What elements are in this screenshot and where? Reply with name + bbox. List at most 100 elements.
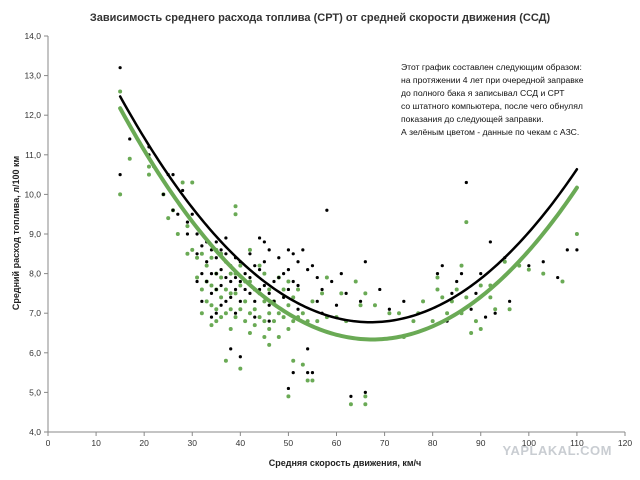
green-data-point (502, 259, 507, 264)
green-data-point (219, 275, 224, 280)
green-data-point (363, 291, 368, 296)
black-data-point (248, 275, 252, 280)
green-data-point (247, 331, 252, 335)
black-data-point (286, 268, 291, 272)
black-data-point (161, 192, 165, 196)
black-data-point (181, 188, 185, 193)
green-data-point (445, 311, 450, 316)
green-data-point (195, 275, 200, 280)
black-data-point (291, 371, 295, 375)
black-data-point (219, 248, 223, 252)
green-data-point (238, 366, 243, 371)
black-data-point (306, 268, 310, 272)
black-data-point (238, 279, 242, 284)
green-data-point (223, 311, 228, 316)
green-data-point (146, 172, 151, 177)
black-data-point (118, 173, 122, 177)
y-tick-label: 12,0 (24, 110, 41, 120)
black-data-point (387, 307, 391, 311)
green-data-point (440, 295, 445, 300)
black-data-point (464, 180, 468, 185)
black-data-point (508, 299, 512, 303)
green-data-point (204, 263, 209, 268)
green-data-point (233, 315, 238, 320)
trendlines (118, 95, 579, 342)
green-data-point (363, 402, 368, 407)
green-data-point (281, 287, 286, 292)
green-data-point (324, 275, 329, 280)
black-data-point (277, 275, 281, 280)
green-data-point (305, 378, 310, 383)
black-data-point (330, 279, 334, 284)
y-tick-label: 7,0 (29, 308, 41, 318)
green-data-point (209, 283, 214, 288)
green-data-point (339, 291, 344, 296)
green-data-point (267, 327, 272, 332)
y-tick-label: 5,0 (29, 387, 41, 397)
black-data-point (320, 287, 324, 292)
black-data-point (286, 386, 291, 391)
green-data-point (228, 327, 233, 332)
green-data-point (469, 331, 474, 335)
black-data-point (238, 299, 242, 303)
x-tick-label: 30 (188, 438, 198, 448)
black-data-point (224, 252, 228, 256)
green-data-point (214, 307, 219, 312)
green-data-point (228, 291, 233, 296)
black-data-point (257, 268, 262, 272)
black-data-point (253, 299, 257, 303)
black-data-point (301, 248, 305, 252)
black-data-point (219, 283, 223, 288)
black-data-point (474, 291, 478, 295)
green-data-point (560, 279, 565, 284)
y-tick-label: 4,0 (29, 427, 41, 437)
black-data-point (286, 287, 291, 292)
green-data-point (257, 263, 262, 268)
black-data-point (565, 248, 569, 252)
green-data-point (262, 271, 267, 276)
green-data-point (233, 212, 238, 217)
green-data-point (219, 295, 224, 300)
green-data-point (291, 295, 296, 300)
black-data-point (325, 208, 329, 212)
black-data-point (286, 248, 291, 252)
black-data-point (358, 299, 363, 303)
black-trendline (118, 95, 579, 324)
green-data-point (204, 299, 209, 304)
black-data-point (291, 279, 295, 284)
x-axis-label: Средняя скорость движения, км/ч (269, 458, 422, 468)
black-data-point (459, 272, 464, 276)
green-data-point (223, 287, 228, 292)
black-data-point (219, 268, 223, 272)
green-data-point (300, 362, 305, 367)
green-data-point (209, 323, 214, 328)
green-data-point (190, 247, 195, 252)
black-data-point (243, 287, 247, 292)
black-data-point (479, 272, 483, 276)
black-data-point (378, 287, 382, 292)
black-data-point (190, 212, 194, 216)
green-data-point (478, 283, 483, 288)
black-data-point (262, 240, 266, 244)
annotation-line: показания до следующей заправки. (401, 114, 544, 124)
green-data-point (185, 224, 190, 229)
black-data-point (541, 260, 545, 264)
y-tick-label: 8,0 (29, 269, 41, 279)
black-data-point (344, 291, 348, 295)
black-data-point (200, 272, 204, 276)
green-data-point (493, 307, 498, 312)
black-data-point (224, 236, 228, 240)
green-data-point (233, 204, 238, 209)
green-data-point (286, 327, 291, 332)
black-data-point (176, 212, 180, 216)
x-tick-label: 80 (428, 438, 438, 448)
x-tick-label: 40 (236, 438, 246, 448)
axes: 4,0 5,0 6,0 7,0 8,0 9,0 10,0 11,0 12,0 13,0 14,0 0 1… (24, 31, 632, 448)
annotation-line: до полного бака я записывал ССД и СРТ (401, 88, 565, 98)
green-data-point (238, 283, 243, 288)
black-data-point (229, 295, 233, 299)
green-data-point (267, 287, 272, 292)
black-data-point (310, 371, 315, 375)
x-tick-label: 0 (46, 438, 51, 448)
black-data-point (253, 264, 257, 268)
